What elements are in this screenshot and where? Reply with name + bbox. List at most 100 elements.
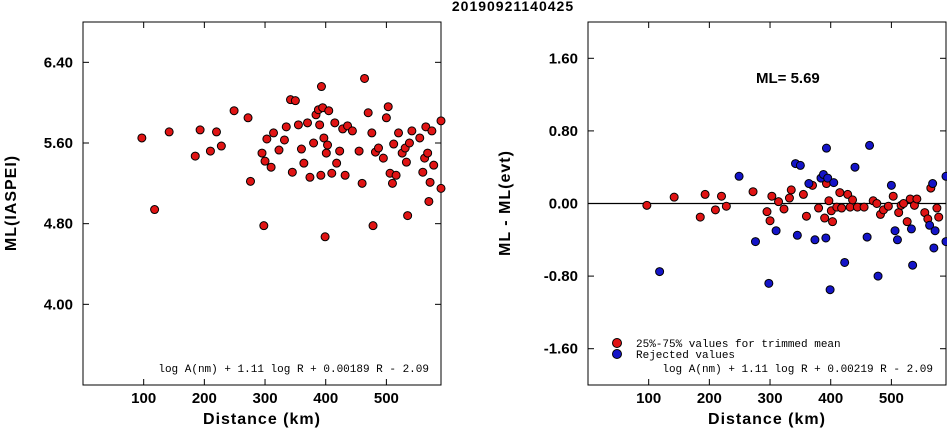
- right-y-axis-label: ML - ML(evt): [497, 150, 514, 256]
- data-point: [374, 143, 384, 153]
- y-tick-label: 6.40: [44, 54, 73, 71]
- data-point: [327, 168, 337, 178]
- data-point: [767, 191, 777, 201]
- data-point: [260, 156, 270, 166]
- x-tick-label: 400: [313, 390, 338, 407]
- x-tick-label: 500: [374, 390, 399, 407]
- rejected-point: [892, 235, 902, 245]
- data-point: [424, 196, 434, 206]
- rejected-point: [929, 243, 939, 253]
- data-point: [309, 138, 319, 148]
- rejected-point: [821, 233, 831, 243]
- rejected-point: [804, 179, 814, 189]
- y-tick-label: -0.80: [544, 268, 578, 285]
- rejected-point: [862, 232, 872, 242]
- rejected-point: [792, 230, 802, 240]
- data-point: [363, 108, 373, 118]
- x-tick-label: 100: [131, 390, 156, 407]
- y-tick-label: 5.60: [44, 135, 73, 152]
- data-point: [269, 128, 279, 138]
- data-point: [216, 141, 226, 151]
- x-tick-label: 300: [758, 390, 783, 407]
- data-point: [779, 204, 789, 214]
- data-point: [243, 113, 253, 123]
- data-point: [848, 195, 858, 205]
- data-point: [710, 205, 720, 215]
- data-point: [383, 102, 393, 112]
- data-point: [786, 185, 796, 195]
- data-point: [360, 73, 370, 83]
- data-point: [934, 212, 944, 222]
- data-point: [367, 128, 377, 138]
- rejected-point: [850, 162, 860, 172]
- data-point: [381, 113, 391, 123]
- data-point: [316, 170, 326, 180]
- x-tick-label: 100: [636, 390, 661, 407]
- data-point: [404, 138, 414, 148]
- data-point: [695, 212, 705, 222]
- data-point: [266, 162, 276, 172]
- data-point: [330, 118, 340, 128]
- data-point: [814, 203, 824, 213]
- x-tick-label: 500: [879, 390, 904, 407]
- data-point: [835, 188, 845, 198]
- x-tick-label: 400: [818, 390, 843, 407]
- rejected-point: [825, 285, 835, 295]
- rejected-point: [795, 160, 805, 170]
- x-tick-label: 200: [697, 390, 722, 407]
- data-point: [321, 148, 331, 158]
- data-point: [762, 207, 772, 217]
- data-point: [774, 197, 784, 207]
- data-point: [872, 199, 882, 208]
- data-point: [716, 191, 726, 201]
- data-point: [401, 157, 411, 167]
- data-point: [262, 134, 272, 144]
- rejected-point: [734, 171, 744, 181]
- data-point: [340, 170, 350, 180]
- left-chart: 100 200 300 400 500 4.00 4.80 5.60 6.40 log A(n…: [3, 21, 446, 428]
- data-point: [824, 196, 834, 206]
- right-points: [642, 140, 947, 295]
- rejected-point: [925, 220, 935, 230]
- data-point: [765, 216, 775, 226]
- rejected-point: [764, 278, 774, 288]
- data-point: [421, 122, 431, 132]
- data-point: [436, 183, 446, 193]
- data-point: [332, 158, 342, 168]
- left-points: [137, 73, 446, 242]
- data-point: [296, 144, 306, 154]
- data-point: [721, 201, 731, 211]
- right-x-axis-label: Distance (km): [708, 411, 826, 428]
- rejected-point: [941, 171, 947, 181]
- data-point: [368, 221, 378, 231]
- data-point: [245, 176, 255, 186]
- rejected-point: [873, 271, 883, 281]
- data-point: [820, 213, 830, 223]
- data-point: [436, 116, 446, 126]
- data-point: [335, 146, 345, 156]
- data-point: [418, 167, 428, 177]
- data-point: [274, 145, 284, 155]
- legend-label-accepted: 25%-75% values for trimmed mean: [636, 339, 841, 351]
- data-point: [303, 118, 313, 128]
- rejected-point: [928, 179, 938, 189]
- data-point: [748, 187, 758, 197]
- y-tick-label: 4.80: [44, 216, 73, 233]
- data-point: [902, 217, 912, 227]
- data-point: [315, 120, 325, 130]
- data-point: [883, 201, 893, 211]
- data-point: [287, 167, 297, 177]
- data-point: [190, 151, 200, 161]
- data-point: [407, 126, 417, 136]
- y-tick-label: 0.80: [549, 123, 578, 140]
- data-point: [425, 177, 435, 187]
- data-point: [378, 153, 388, 163]
- rejected-point: [890, 226, 900, 236]
- data-point: [391, 170, 401, 180]
- data-point: [669, 192, 679, 202]
- data-point: [899, 199, 909, 208]
- rejected-point: [941, 237, 947, 247]
- data-point: [281, 122, 291, 132]
- left-y-axis-label: ML(IASPEI): [3, 155, 20, 251]
